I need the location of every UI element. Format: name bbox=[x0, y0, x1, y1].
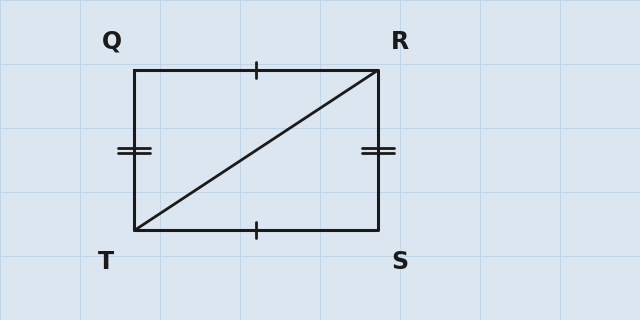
Text: S: S bbox=[392, 250, 408, 275]
Text: T: T bbox=[97, 250, 114, 275]
Text: R: R bbox=[391, 30, 409, 53]
Text: Q: Q bbox=[102, 30, 122, 53]
